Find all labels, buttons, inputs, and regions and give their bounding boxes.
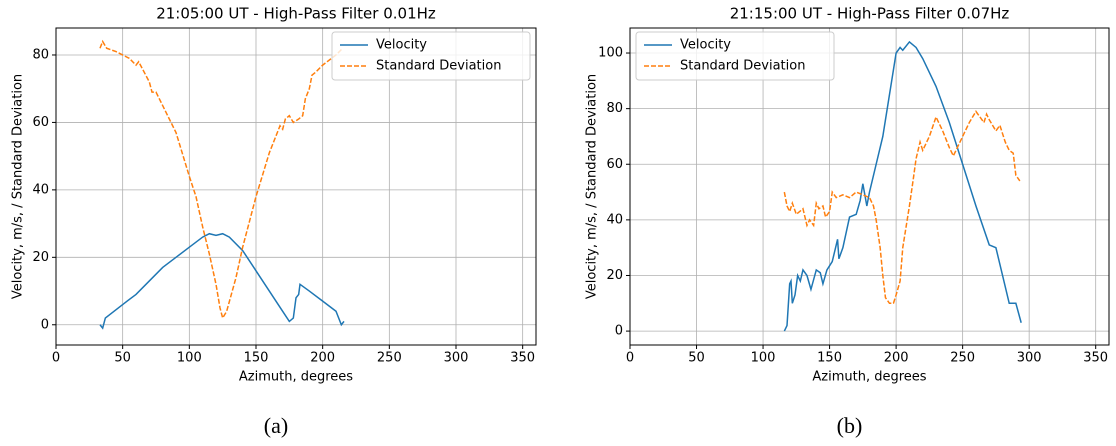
x-tick-label: 50 (114, 351, 131, 366)
caption: (b) (837, 413, 863, 438)
y-tick-label: 20 (606, 268, 623, 283)
x-tick-label: 350 (1083, 351, 1108, 366)
y-tick-label: 80 (606, 101, 623, 116)
series-line (783, 40, 1022, 332)
chart-title: 21:15:00 UT - High-Pass Filter 0.07Hz (730, 5, 1010, 23)
legend-label: Velocity (376, 38, 427, 53)
y-tick-label: 100 (598, 46, 623, 61)
legend-label: Standard Deviation (680, 59, 805, 74)
axes-frame (629, 27, 1110, 346)
y-tick-label: 40 (606, 212, 623, 227)
x-tick-label: 100 (177, 351, 202, 366)
legend-label: Velocity (680, 38, 731, 53)
x-tick-label: 250 (950, 351, 975, 366)
x-tick-label: 200 (884, 351, 909, 366)
x-axis-label: Azimuth, degrees (812, 370, 926, 385)
series-line (99, 232, 345, 330)
caption: (a) (264, 413, 288, 438)
y-tick-label: 60 (606, 157, 623, 172)
x-tick-label: 0 (52, 351, 60, 366)
x-tick-label: 0 (626, 351, 634, 366)
x-tick-label: 200 (310, 351, 335, 366)
x-tick-label: 150 (817, 351, 842, 366)
legend-box (635, 31, 835, 81)
y-tick-label: 20 (32, 250, 49, 265)
y-tick-label: 60 (32, 115, 49, 130)
y-tick-label: 40 (32, 182, 49, 197)
x-tick-label: 350 (510, 351, 535, 366)
legend-box (331, 31, 531, 81)
series-line (783, 110, 1021, 305)
chart-title: 21:05:00 UT - High-Pass Filter 0.01Hz (156, 5, 436, 23)
legend-label: Standard Deviation (376, 59, 501, 74)
x-tick-label: 300 (1017, 351, 1042, 366)
y-tick-label: 0 (41, 317, 49, 332)
series-line (99, 39, 344, 320)
x-tick-label: 100 (751, 351, 776, 366)
x-tick-label: 300 (444, 351, 469, 366)
y-axis-label: Velocity, m/s, / Standard Deviation (585, 74, 600, 299)
x-tick-label: 150 (244, 351, 269, 366)
y-tick-label: 0 (615, 324, 623, 339)
x-tick-label: 50 (688, 351, 705, 366)
x-tick-label: 250 (377, 351, 402, 366)
y-tick-label: 80 (32, 47, 49, 62)
x-axis-label: Azimuth, degrees (239, 370, 353, 385)
y-axis-label: Velocity, m/s, / Standard Deviation (11, 74, 26, 299)
axes-frame (55, 27, 537, 346)
